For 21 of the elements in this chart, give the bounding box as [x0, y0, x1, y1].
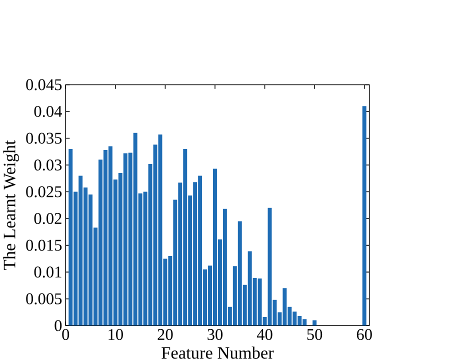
x-tick-label: 30: [208, 329, 223, 340]
y-tick-label: 0.025: [26, 186, 62, 198]
y-tick-label: 0: [54, 320, 62, 332]
y-tick-label: 0.01: [34, 266, 62, 278]
x-tick-label: 0: [62, 329, 70, 340]
y-tick-label: 0.015: [26, 240, 62, 251]
y-tick-label: 0.045: [26, 79, 62, 90]
x-axis-title: Feature Number: [162, 346, 274, 359]
bar: [362, 106, 366, 326]
y-axis-title: The Learnt Weight: [3, 140, 19, 270]
x-tick-label: 10: [108, 329, 123, 340]
y-tick-label: 0.03: [34, 159, 62, 171]
x-tick-label: 60: [356, 329, 372, 340]
x-tick-label: 20: [158, 329, 173, 340]
bar: [312, 320, 317, 326]
y-tick-label: 0.005: [26, 293, 62, 304]
x-tick-label: 50: [307, 329, 322, 340]
y-tick-label: 0.02: [34, 213, 62, 224]
y-tick-label: 0.035: [26, 132, 62, 144]
y-tick-label: 0.04: [34, 106, 62, 118]
x-tick-label: 40: [256, 329, 272, 340]
